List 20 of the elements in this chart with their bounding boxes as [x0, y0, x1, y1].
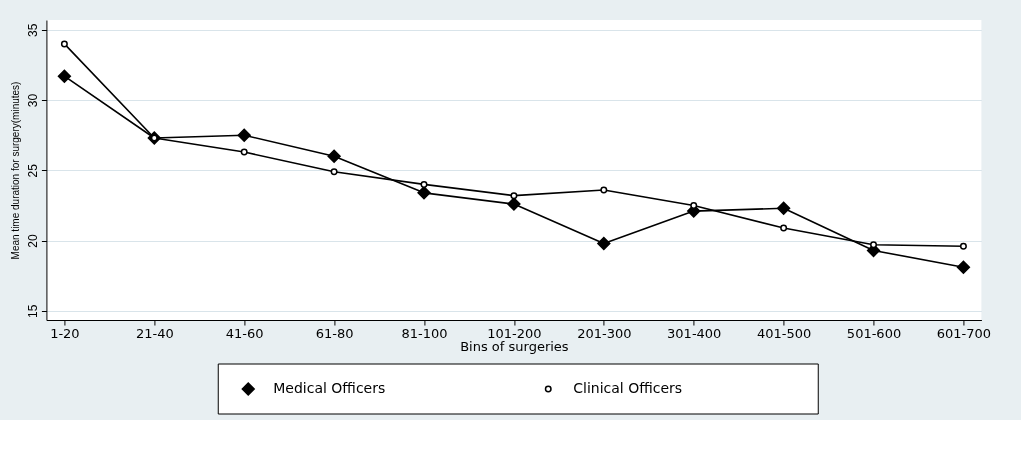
y-tick-label: 20: [25, 234, 40, 248]
y-tick-label: 35: [25, 23, 40, 38]
x-tick-label: 1-20: [50, 325, 80, 341]
x-tick-label: 501-600: [846, 325, 902, 341]
x-tick-label: 401-500: [756, 325, 812, 341]
x-tick-label: 301-400: [667, 325, 722, 341]
y-tick-label: 25: [25, 163, 40, 178]
x-tick-label: 41-60: [225, 325, 264, 341]
legend-label: Clinical Officers: [573, 380, 683, 396]
y-tick-label: 30: [25, 93, 40, 108]
x-tick-label: 601-700: [936, 325, 992, 341]
legend-label: Medical Officers: [273, 380, 386, 396]
y-tick-label: 15: [25, 304, 40, 319]
x-tick-label: 101-200: [487, 325, 542, 341]
y-axis-title: Mean time duration for surgery(minutes): [9, 81, 21, 260]
x-tick-label: 21-40: [135, 325, 174, 341]
x-tick-label: 81-100: [401, 325, 448, 341]
x-tick-label: 61-80: [315, 325, 354, 341]
x-axis-title: Bins of surgeries: [460, 338, 569, 354]
x-tick-label: 201-300: [577, 325, 632, 341]
